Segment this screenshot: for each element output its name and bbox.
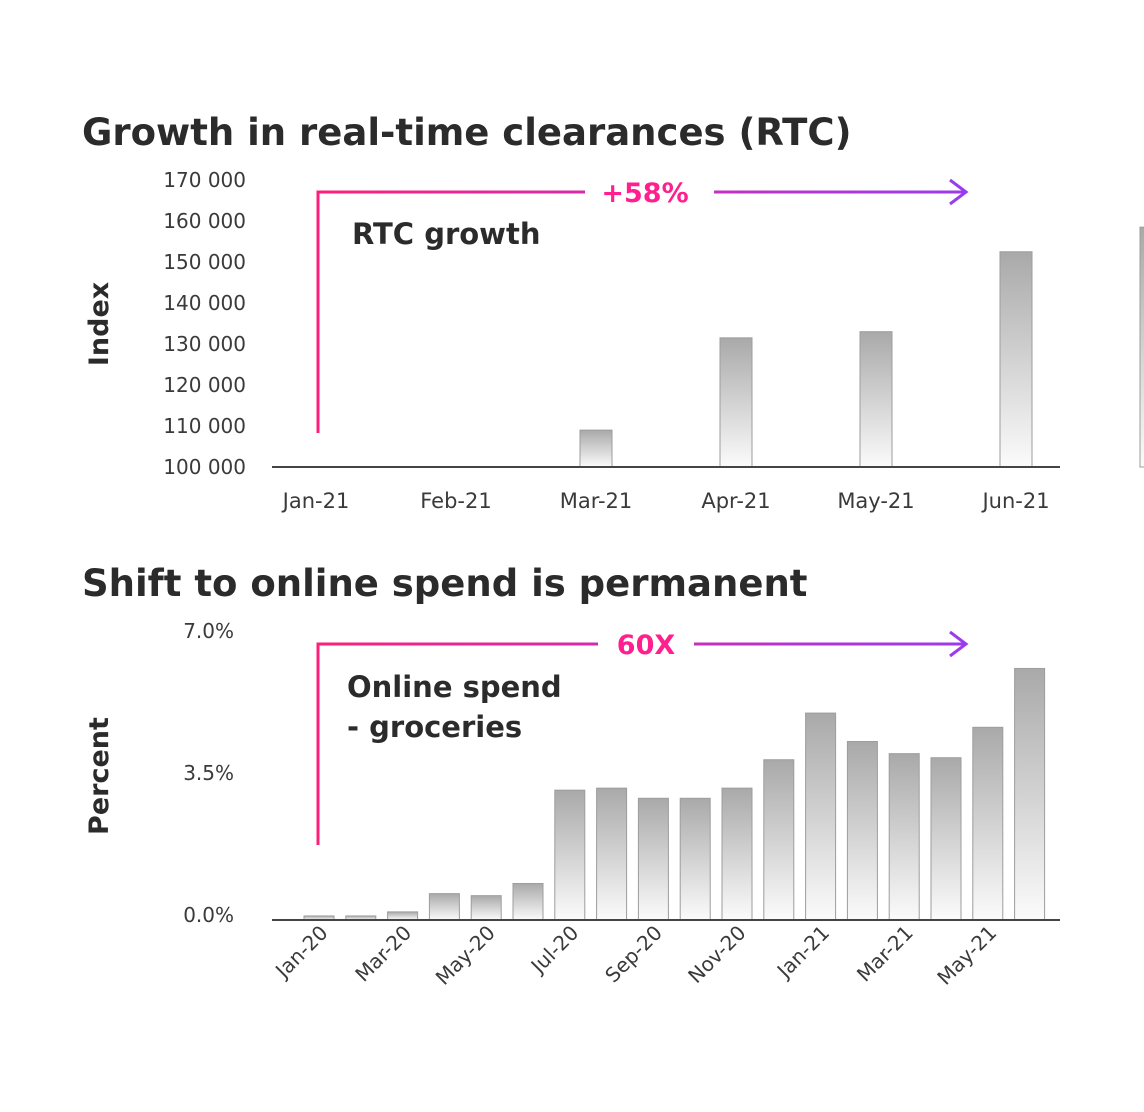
x-tick-label-online-spend: Mar-20 — [350, 921, 416, 987]
growth-arrow-online-spend: 60X — [316, 630, 969, 845]
bar-mar-20 — [387, 911, 419, 921]
arrowhead-icon — [949, 178, 969, 206]
bar-mar-21 — [888, 753, 920, 921]
x-tick-label-rtc: May-21 — [837, 489, 914, 513]
x-tick-label-rtc: Feb-21 — [420, 489, 491, 513]
bar-sep-20 — [637, 797, 669, 921]
bar-apr-20 — [428, 893, 460, 921]
x-tick-labels-rtc: Jan-21 Feb-21 Mar-21 Apr-21 May-21 Jun-21 — [281, 489, 1050, 513]
x-tick-label-online-spend: Jan-21 — [771, 921, 834, 984]
x-tick-label-online-spend: May-21 — [932, 921, 1001, 990]
chart-title-rtc: Growth in real-time clearances (RTC) — [82, 111, 851, 154]
chart-rtc: Growth in real-time clearances (RTC) Ind… — [82, 111, 1144, 513]
bar-apr-21 — [859, 331, 893, 468]
bar-feb-21 — [579, 429, 613, 468]
bar-nov-20 — [721, 787, 753, 921]
bar-jun-21 — [1014, 667, 1046, 921]
y-tick-label-rtc: 100 000 — [163, 455, 246, 479]
y-tick-labels-rtc: 100 000 110 000 120 000 130 000 140 000 150 0… — [163, 168, 246, 479]
bar-mar-21 — [719, 337, 753, 468]
x-tick-label-online-spend: Sep-20 — [600, 921, 667, 988]
y-tick-labels-online-spend: 0.0% 3.5% 7.0% — [183, 619, 234, 927]
annotation-online-spend-line1: Online spend — [347, 670, 562, 704]
y-tick-label-online-spend: 7.0% — [183, 619, 234, 643]
bar-apr-21 — [930, 757, 962, 921]
x-tick-labels-online-spend: Jan-20 Mar-20 May-20 Jul-20 Sep-20 Nov-20 Jan-… — [269, 921, 1001, 990]
annotation-online-spend-line2: - groceries — [347, 710, 522, 744]
bar-may-20 — [470, 895, 502, 921]
y-tick-label-rtc: 120 000 — [163, 373, 246, 397]
y-axis-label-online-spend: Percent — [84, 717, 115, 835]
x-tick-label-rtc: Mar-21 — [560, 489, 633, 513]
x-tick-label-online-spend: May-20 — [431, 921, 500, 990]
x-tick-label-rtc: Apr-21 — [701, 489, 770, 513]
growth-arrow-rtc: +58% — [316, 178, 969, 433]
y-tick-label-rtc: 140 000 — [163, 291, 246, 315]
x-tick-label-online-spend: Mar-21 — [852, 921, 918, 987]
bar-jun-21 — [1139, 226, 1144, 468]
y-tick-label-rtc: 110 000 — [163, 414, 246, 438]
bar-jan-21 — [805, 712, 837, 921]
bar-jun-20 — [512, 882, 544, 921]
y-tick-label-rtc: 130 000 — [163, 332, 246, 356]
x-tick-label-online-spend: Jul-20 — [525, 921, 584, 980]
x-tick-label-rtc: Jun-21 — [980, 489, 1049, 513]
bars-online-spend — [303, 667, 1046, 921]
x-tick-label-online-spend: Nov-20 — [683, 921, 750, 988]
bar-oct-20 — [679, 797, 711, 921]
arrow-line-left-online-spend — [316, 642, 598, 845]
y-tick-label-online-spend: 0.0% — [183, 903, 234, 927]
bar-may-21 — [972, 726, 1004, 921]
bar-may-21 — [999, 251, 1033, 468]
chart-online-spend: Shift to online spend is permanent Perce… — [82, 562, 1060, 990]
annotation-rtc-growth: RTC growth — [352, 217, 540, 251]
growth-label-online-spend: 60X — [617, 630, 676, 661]
x-tick-label-online-spend: Jan-20 — [269, 921, 332, 984]
chart-title-online-spend: Shift to online spend is permanent — [82, 562, 807, 605]
bar-jul-20 — [554, 789, 586, 921]
bars-rtc — [579, 226, 1144, 468]
y-axis-label-rtc: Index — [84, 282, 115, 366]
x-tick-label-rtc: Jan-21 — [281, 489, 350, 513]
bar-aug-20 — [596, 787, 628, 921]
bar-feb-21 — [846, 740, 878, 921]
y-tick-label-rtc: 170 000 — [163, 168, 246, 192]
arrowhead-icon — [949, 630, 969, 658]
arrow-line-left-rtc — [316, 190, 585, 433]
y-tick-label-rtc: 160 000 — [163, 209, 246, 233]
growth-label-rtc: +58% — [601, 178, 688, 209]
y-tick-label-online-spend: 3.5% — [183, 761, 234, 785]
bar-dec-20 — [763, 759, 795, 921]
y-tick-label-rtc: 150 000 — [163, 250, 246, 274]
